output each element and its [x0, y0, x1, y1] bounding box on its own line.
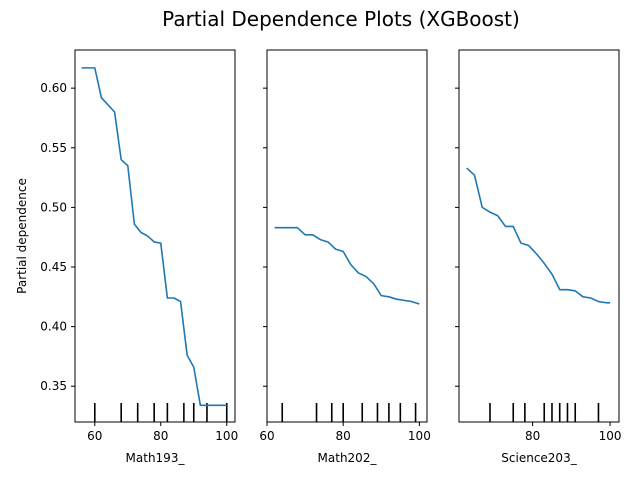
pd-line	[81, 67, 227, 407]
panels-container: 0.35 0.40 0.45 0.50 0.55 0.60 60 80 100 Math193_ 6…	[40, 49, 622, 465]
pd-line	[274, 226, 420, 305]
x-tick-label: 60	[87, 429, 102, 443]
y-tick-label: 0.45	[40, 260, 67, 274]
x-tick-label: 100	[408, 429, 431, 443]
pd-panel-3: 80 100 Science203_	[455, 49, 622, 465]
x-tick-label: 80	[153, 429, 168, 443]
x-tick-label: 60	[259, 429, 274, 443]
y-axis-label: Partial dependence	[15, 178, 29, 294]
x-tick-label: 80	[336, 429, 351, 443]
x-axis-label: Math193_	[126, 451, 186, 465]
y-tick-label: 0.35	[40, 379, 67, 393]
panel-frame	[458, 49, 620, 423]
panel-frame	[74, 49, 236, 423]
x-axis-label: Math202_	[318, 451, 378, 465]
x-axis-label: Science203_	[501, 451, 577, 465]
x-tick-label: 100	[215, 429, 238, 443]
y-tick-label: 0.50	[40, 200, 67, 214]
chart-title: Partial Dependence Plots (XGBoost)	[162, 7, 520, 31]
x-tick-label: 100	[599, 429, 622, 443]
panel-frame	[266, 49, 428, 423]
y-tick-label: 0.40	[40, 320, 67, 334]
y-tick-label: 0.55	[40, 141, 67, 155]
y-tick-label: 0.60	[40, 81, 67, 95]
pd-panel-2: 60 80 100 Math202_	[259, 49, 431, 465]
pd-line	[466, 167, 611, 304]
x-tick-label: 80	[525, 429, 540, 443]
pd-panel-1: 0.35 0.40 0.45 0.50 0.55 0.60 60 80 100 Math193_	[40, 49, 238, 465]
